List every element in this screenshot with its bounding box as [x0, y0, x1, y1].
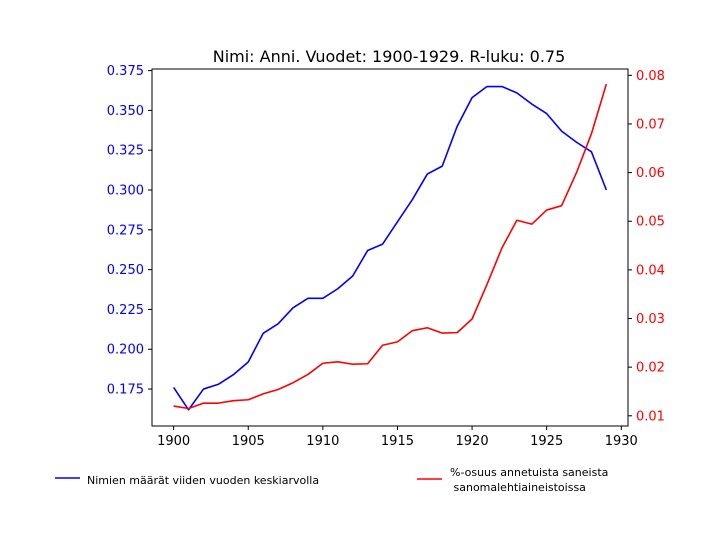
x-tick-label: 1925 [530, 434, 563, 449]
legend-label-token-share-line2: sanomalehtiaineistoissa [450, 481, 586, 494]
left-y-tick-label: 0.200 [107, 343, 144, 358]
legend-label-token-share-line1: %-osuus annetuista saneista [450, 466, 608, 479]
left-y-tick-label: 0.350 [107, 104, 144, 119]
legend: Nimien määrät viiden vuoden keskiarvolla… [55, 466, 608, 494]
left-y-tick-label: 0.175 [107, 383, 144, 398]
x-tick-label: 1920 [456, 434, 489, 449]
left-y-tick-label: 0.250 [107, 263, 144, 278]
chart-title: Nimi: Anni. Vuodet: 1900-1929. R-luku: 0… [213, 47, 566, 66]
left-y-tick-label: 0.300 [107, 184, 144, 199]
right-y-tick-label: 0.02 [636, 361, 665, 376]
x-tick-label: 1910 [306, 434, 339, 449]
series-line-token-share [173, 83, 608, 410]
x-tick-label: 1930 [605, 434, 638, 449]
x-tick-label: 1900 [157, 434, 190, 449]
series-line-name-counts [172, 85, 608, 411]
right-y-tick-label: 0.03 [636, 312, 665, 327]
left-y-tick-label: 0.375 [107, 64, 144, 79]
axes: 1900 1905 1910 1915 1920 1925 1930 0.175 0.200 0.… [107, 64, 665, 449]
plot-frame [151, 68, 629, 427]
right-y-tick-label: 0.07 [636, 117, 665, 132]
legend-label-name-counts: Nimien määrät viiden vuoden keskiarvolla [87, 474, 319, 487]
right-y-tick-label: 0.06 [636, 166, 665, 181]
right-y-tick-label: 0.01 [636, 409, 665, 424]
right-y-tick-label: 0.05 [636, 215, 665, 230]
x-tick-label: 1905 [232, 434, 265, 449]
left-y-tick-label: 0.225 [107, 303, 144, 318]
x-tick-label: 1915 [381, 434, 414, 449]
right-y-tick-label: 0.04 [636, 263, 665, 278]
left-y-tick-label: 0.325 [107, 144, 144, 159]
right-y-tick-label: 0.08 [636, 69, 665, 84]
plot-area [172, 83, 608, 411]
left-y-tick-label: 0.275 [107, 223, 144, 238]
